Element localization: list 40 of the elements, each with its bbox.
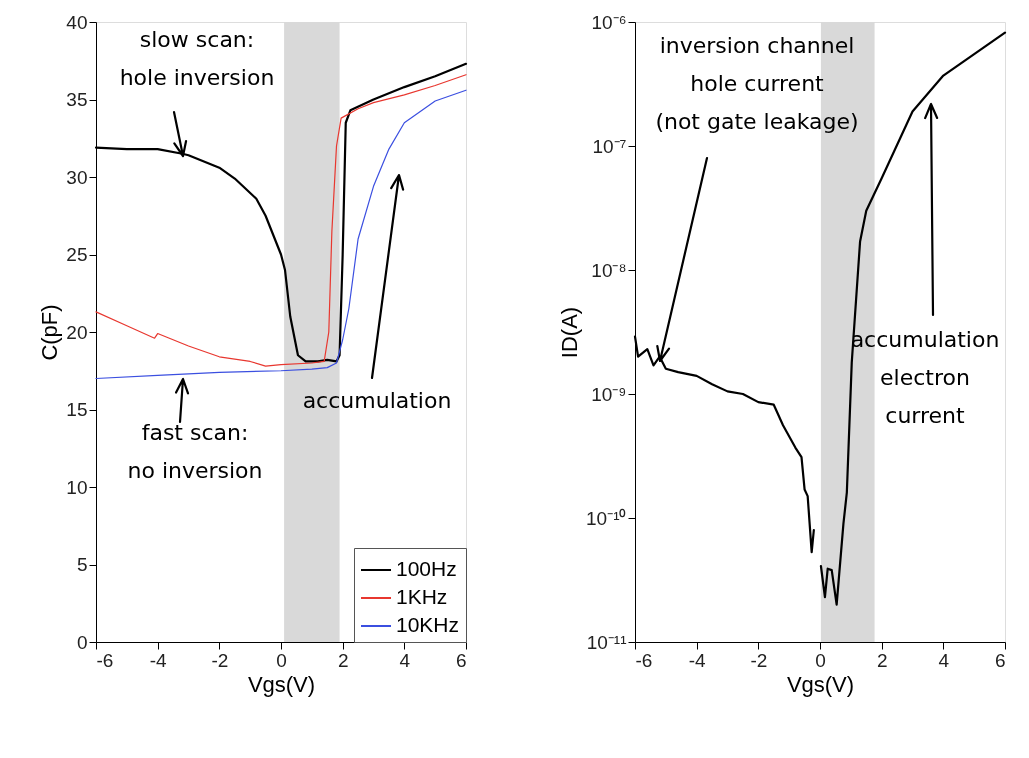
y-tick-label: 10: [66, 476, 88, 498]
y-tick-label: 0: [76, 631, 88, 653]
y-tick-label: 10⁻⁸: [591, 259, 627, 281]
x-tick-label: -6: [96, 649, 114, 671]
y-tick-label: 35: [66, 89, 88, 110]
x-axis-title: Vgs(V): [247, 671, 316, 697]
x-tick-label: 0: [276, 649, 287, 671]
y-tick-label: 20: [66, 321, 88, 343]
legend-label: 10KHz: [396, 613, 460, 636]
annotation: accumulation: [302, 388, 452, 413]
y-tick-label: 5: [76, 554, 88, 575]
y-tick-label: 15: [66, 399, 88, 420]
legend-label: 100Hz: [396, 557, 457, 580]
legend-label: 1KHz: [396, 585, 448, 608]
x-tick-label: 0: [815, 649, 826, 671]
y-tick-label: 25: [66, 244, 88, 265]
x-tick-label: -4: [149, 649, 168, 671]
x-tick-label: 4: [938, 649, 950, 671]
y-tick-label: 10⁻⁹: [591, 383, 627, 405]
annotation: inversion channel hole current (not gate leakage): [655, 33, 859, 134]
x-tick-label: -2: [211, 649, 229, 671]
y-tick-label: 10⁻¹⁰: [586, 507, 627, 529]
x-tick-label: -2: [750, 649, 768, 671]
x-tick-label: -4: [688, 649, 707, 671]
y-tick-label: 10⁻⁷: [592, 135, 627, 157]
x-tick-label: 2: [337, 649, 349, 671]
x-tick-label: 2: [876, 649, 888, 671]
y-tick-label: 10⁻¹¹: [586, 631, 627, 653]
x-tick-label: 6: [455, 649, 467, 671]
y-axis-title: ID(A): [557, 306, 583, 359]
y-tick-label: 10⁻⁶: [591, 11, 627, 33]
x-axis-title: Vgs(V): [786, 671, 855, 697]
x-tick-label: 4: [399, 649, 411, 671]
x-tick-label: -6: [635, 649, 653, 671]
annotation: slow scan: hole inversion: [119, 27, 275, 90]
y-axis-title: C(pF): [37, 304, 63, 361]
y-tick-label: 30: [66, 166, 88, 188]
x-tick-label: 6: [994, 649, 1006, 671]
annotation: fast scan: no inversion: [127, 420, 263, 483]
y-tick-label: 40: [66, 11, 88, 33]
